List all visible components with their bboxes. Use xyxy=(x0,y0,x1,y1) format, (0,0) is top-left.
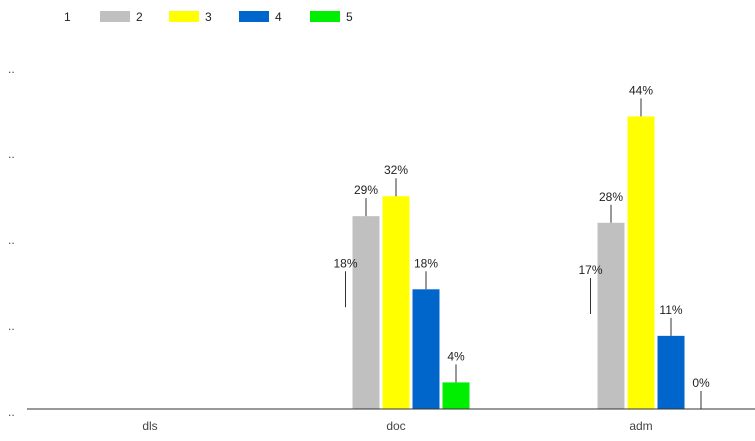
legend-swatch-2 xyxy=(100,11,130,22)
y-axis: .......... xyxy=(8,62,15,419)
x-tick-label-doc: doc xyxy=(386,419,405,433)
bar-adm-2 xyxy=(598,223,625,409)
bar-doc-3 xyxy=(383,196,410,409)
data-label-doc-5: 4% xyxy=(447,349,465,363)
data-label-adm-2: 28% xyxy=(599,190,623,204)
x-axis: dls doc adm xyxy=(142,419,652,433)
bar-doc-2 xyxy=(353,216,380,409)
legend: 1 2 3 4 5 xyxy=(64,10,353,24)
bar-adm-3 xyxy=(628,116,655,409)
legend-label-5: 5 xyxy=(346,10,353,24)
legend-label-3: 3 xyxy=(205,10,212,24)
data-label-adm-4: 11% xyxy=(659,303,682,317)
y-tick-label: .. xyxy=(8,147,15,161)
data-label-doc-3: 32% xyxy=(384,163,408,177)
legend-swatch-5 xyxy=(310,11,340,22)
legend-swatch-4 xyxy=(239,11,269,22)
legend-label-1: 1 xyxy=(64,10,71,24)
y-tick-label: .. xyxy=(8,405,15,419)
bar-doc-5 xyxy=(443,382,470,409)
x-tick-label-adm: adm xyxy=(629,419,652,433)
data-label-adm-3: 44% xyxy=(629,83,653,97)
y-tick-label: .. xyxy=(8,62,15,76)
bar-adm-4 xyxy=(658,336,685,409)
y-tick-label: .. xyxy=(8,233,15,247)
legend-swatch-3 xyxy=(169,11,199,22)
data-label-adm-5: 0% xyxy=(692,376,710,390)
bars xyxy=(323,116,685,409)
x-tick-label-dls: dls xyxy=(142,419,157,433)
legend-label-2: 2 xyxy=(136,10,143,24)
data-label-doc-1: 18% xyxy=(333,256,357,270)
bar-doc-4 xyxy=(413,289,440,409)
data-label-doc-2: 29% xyxy=(354,183,378,197)
data-label-doc-4: 18% xyxy=(414,256,438,270)
y-tick-label: .. xyxy=(8,319,15,333)
legend-label-4: 4 xyxy=(275,10,282,24)
data-label-adm-1: 17% xyxy=(578,263,602,277)
